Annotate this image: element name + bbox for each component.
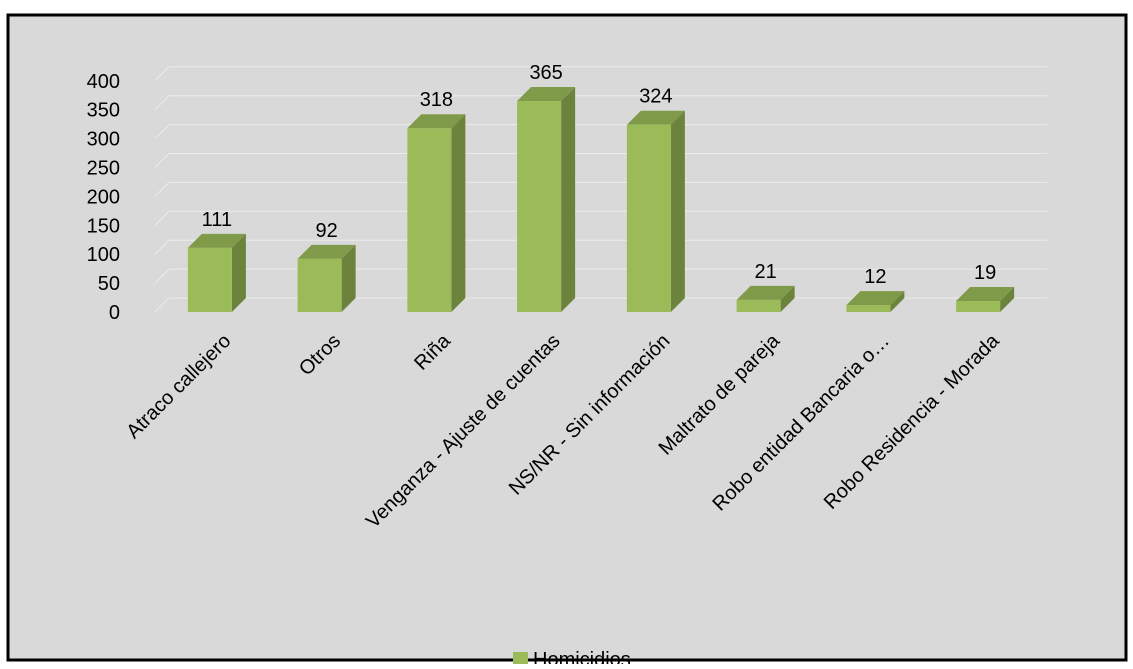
bar-side <box>890 291 905 312</box>
data-label: 12 <box>864 266 886 288</box>
y-tick-label: 250 <box>87 158 120 180</box>
bar-side <box>780 285 795 312</box>
gridline-floor-100 <box>154 239 170 255</box>
bar-front <box>517 101 562 312</box>
data-label: 318 <box>420 89 453 111</box>
y-tick-label: 100 <box>87 244 120 266</box>
bar-side <box>561 87 576 312</box>
y-tick-label: 50 <box>98 273 120 295</box>
y-axis-tick-labels: 0 50 100 150 200 250 300 350 400 <box>87 71 120 324</box>
gridline-floor-300 <box>154 124 170 139</box>
data-label: 21 <box>755 261 777 283</box>
bar-front <box>846 305 891 312</box>
gridline-floor-250 <box>154 153 170 168</box>
bar-3 <box>517 87 576 312</box>
y-tick-label: 0 <box>109 302 120 324</box>
y-tick-label: 300 <box>87 129 120 151</box>
y-tick-label: 350 <box>87 100 120 122</box>
data-label: 365 <box>529 62 562 84</box>
y-tick-label: 400 <box>87 71 120 93</box>
bar-6 <box>846 291 905 312</box>
bar-top <box>297 244 356 259</box>
bar-front <box>736 299 781 312</box>
bar-top <box>626 110 685 125</box>
bar-top <box>517 87 576 102</box>
bar-top <box>407 114 466 129</box>
bar-side <box>451 114 466 312</box>
bar-side <box>341 244 356 312</box>
bar-front <box>187 247 232 312</box>
bar-0 <box>187 233 246 312</box>
bar-front <box>956 301 1001 312</box>
gridline-floor-400 <box>154 66 170 82</box>
bar-1 <box>297 244 356 312</box>
data-label: 19 <box>974 262 996 284</box>
data-label: 92 <box>316 220 338 242</box>
gridline-floor-0 <box>154 297 170 313</box>
legend-swatch-homicidios <box>513 652 528 667</box>
bar-top <box>846 291 905 306</box>
bar-front <box>407 128 452 312</box>
gridline-floor-350 <box>154 95 170 111</box>
bars <box>187 87 1015 312</box>
bar-5 <box>736 285 795 312</box>
data-label: 324 <box>639 86 672 108</box>
bar-side <box>1000 287 1015 312</box>
bar-front <box>626 124 671 312</box>
y-tick-label: 200 <box>87 186 120 208</box>
bar-top <box>956 287 1015 302</box>
bar-side <box>231 233 246 312</box>
gridline-floor-200 <box>154 182 170 197</box>
bar-7 <box>956 287 1015 312</box>
bar-side <box>670 110 685 312</box>
gridline-floor-50 <box>154 268 170 284</box>
bar-4 <box>626 110 685 312</box>
y-tick-label: 150 <box>87 215 120 237</box>
data-label: 111 <box>202 209 232 231</box>
bar-front <box>297 258 342 312</box>
bar-top <box>736 285 795 300</box>
bar-top <box>187 233 246 248</box>
data-labels: 111 92 318 365 324 21 12 19 <box>202 62 997 288</box>
legend-label-homicidios: Homicidios <box>533 649 631 664</box>
bar-2 <box>407 114 466 312</box>
gridline-floor-150 <box>154 210 170 226</box>
